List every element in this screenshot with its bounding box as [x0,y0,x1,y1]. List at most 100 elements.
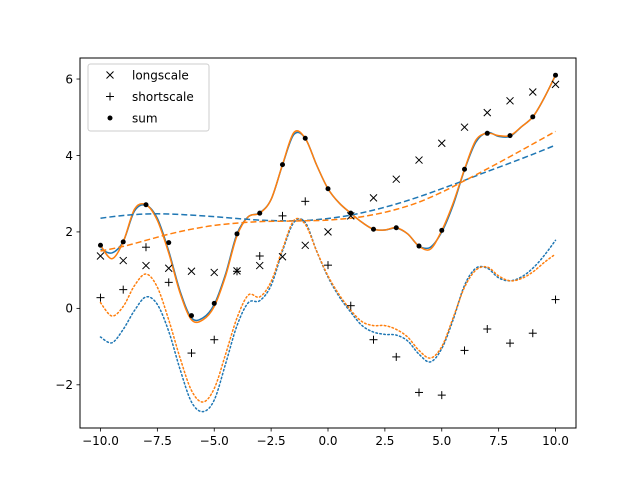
sum-point-14 [416,243,422,249]
shortscale-point-18 [506,339,515,348]
longscale-point-2-stroke-b [142,261,150,270]
shortscale-point-0 [96,293,105,302]
y-axis: −2 0 2 4 6 [55,72,80,392]
shortscale-point-20 [551,295,560,304]
longscale-point-18-stroke-b [506,96,514,105]
longscale-point-20 [551,80,560,89]
x-tick-label-3: −2.5 [257,434,286,448]
shortscale-point-13 [392,352,401,361]
sum-point-18 [507,133,513,139]
x-tick-label-0: −10.0 [82,434,119,448]
longscale-point-15-stroke-b [437,139,446,148]
sum-point-2 [143,202,149,208]
sum-point-7 [257,210,263,216]
longscale-point-8-stroke-b [278,252,287,261]
longscale-point-9 [301,241,310,250]
longscale-point-16 [460,123,469,132]
x-tick-label-6: 5.0 [432,434,451,448]
sum-point-8 [279,162,285,168]
longscale-point-12-stroke-b [369,194,378,202]
longscale-point-17-stroke-b [483,108,492,117]
legend-label-longscale: longscale [132,68,189,82]
longscale-point-10 [324,228,332,236]
legend-marker-sum [107,115,113,121]
blue-dashed-curve-2 [100,144,556,222]
legend-marker-shortscale [106,92,114,101]
sum-point-1 [120,239,126,245]
longscale-point-16-stroke-b [460,123,469,132]
y-tick-label-0: −2 [55,378,73,392]
orange-dashed-curve-3 [100,130,556,252]
longscale-point-0-stroke-b [96,252,105,260]
sum-point-11 [348,210,354,216]
legend: longscale shortscale sum [87,63,210,132]
longscale-point-18 [506,96,514,105]
sum-point-3 [166,240,172,246]
sum-point-10 [325,186,331,192]
shortscale-point-10 [324,261,332,270]
longscale-point-3 [164,264,173,273]
x-axis: −10.0 −7.5 −5.0 −2.5 0.0 2.5 5.0 7.5 10.0 [82,428,569,448]
longscale-point-12 [369,194,378,202]
x-tick-label-4: 0.0 [318,434,337,448]
y-tick-label-4: 6 [65,72,73,86]
sum-point-5 [211,300,217,306]
sum-point-15 [439,227,445,233]
longscale-point-14 [415,156,423,164]
shortscale-point-11 [346,301,355,310]
shortscale-point-6 [232,267,241,276]
longscale-point-19-stroke-b [528,88,537,96]
longscale-point-4-stroke-b [187,267,196,276]
sum-point-12 [371,226,377,232]
longscale-point-10-stroke-b [324,228,332,236]
sum-point-9 [302,135,308,141]
longscale-point-5 [210,268,219,277]
longscale-point-3-stroke-b [164,264,173,273]
longscale-point-13 [392,175,401,184]
longscale-point-1 [119,256,128,265]
longscale-point-0 [96,252,105,260]
shortscale-point-3 [164,278,173,287]
sum-point-4 [188,313,194,319]
legend-label-sum: sum [132,111,158,125]
x-tick-label-7: 7.5 [489,434,508,448]
longscale-point-15 [437,139,446,148]
markers-layer [96,72,560,400]
longscale-point-19 [528,88,537,96]
shortscale-point-8 [278,211,287,220]
longscale-point-20-stroke-b [551,80,560,89]
shortscale-point-5 [210,335,219,344]
shortscale-point-19 [528,329,537,338]
longscale-point-8 [278,252,287,261]
shortscale-point-2 [141,243,150,252]
shortscale-point-1 [119,285,128,294]
longscale-point-7 [255,261,264,270]
longscale-point-17 [483,108,492,117]
shortscale-point-9 [301,197,310,206]
y-tick-label-1: 0 [65,302,73,316]
sum-point-20 [553,72,559,78]
x-tick-label-8: 10.0 [542,434,569,448]
y-tick-label-3: 4 [65,149,73,163]
sum-point-17 [484,130,490,136]
shortscale-point-12 [369,335,378,344]
longscale-point-9-stroke-b [301,241,310,250]
x-tick-label-1: −7.5 [143,434,172,448]
legend-marker-longscale-stroke-b [106,71,114,79]
longscale-point-4 [187,267,196,276]
legend-label-shortscale: shortscale [132,90,194,104]
sum-point-13 [393,225,399,231]
sum-point-16 [462,166,468,172]
shortscale-point-14 [415,388,424,397]
y-tick-label-2: 2 [65,225,73,239]
shortscale-point-4 [187,349,196,358]
legend-marker-longscale [106,71,114,79]
shortscale-point-17 [483,325,492,334]
longscale-point-5-stroke-b [210,268,219,277]
shortscale-point-7 [255,251,264,260]
shortscale-point-16 [460,346,469,355]
longscale-point-1-stroke-b [119,256,128,265]
longscale-point-14-stroke-b [415,156,423,164]
